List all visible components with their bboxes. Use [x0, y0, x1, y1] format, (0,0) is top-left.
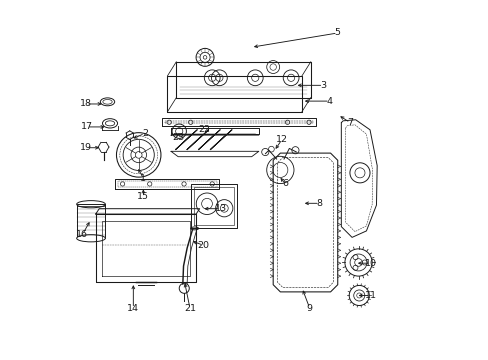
- Ellipse shape: [77, 235, 105, 242]
- Text: 15: 15: [137, 192, 149, 201]
- Text: 14: 14: [127, 304, 139, 313]
- Text: 11: 11: [364, 291, 376, 300]
- Text: 5: 5: [334, 28, 340, 37]
- Text: 8: 8: [316, 199, 322, 208]
- Text: 17: 17: [81, 122, 93, 131]
- Text: 12: 12: [275, 135, 287, 144]
- Text: 18: 18: [80, 99, 92, 108]
- Text: 13: 13: [214, 204, 226, 213]
- Text: 1: 1: [140, 174, 146, 183]
- Text: 20: 20: [197, 241, 209, 250]
- Text: 6: 6: [282, 179, 288, 188]
- Text: 10: 10: [364, 259, 376, 268]
- Text: 7: 7: [346, 118, 352, 127]
- Text: 4: 4: [326, 96, 332, 105]
- Text: 16: 16: [76, 230, 88, 239]
- Text: 3: 3: [320, 81, 326, 90]
- Text: 9: 9: [306, 304, 312, 313]
- Bar: [77, 204, 105, 238]
- Text: 22: 22: [198, 125, 210, 134]
- Text: 23: 23: [172, 133, 184, 142]
- Text: 19: 19: [80, 143, 92, 152]
- Text: 21: 21: [183, 304, 196, 313]
- Text: 2: 2: [142, 129, 147, 138]
